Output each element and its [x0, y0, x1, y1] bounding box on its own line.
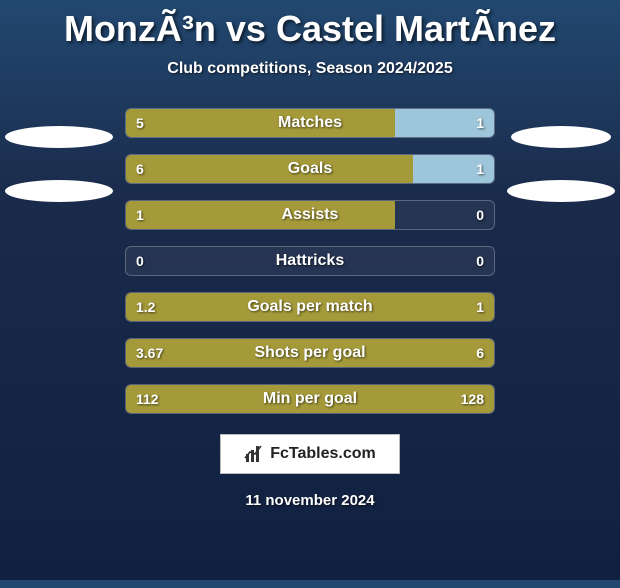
stat-bar-left	[126, 293, 494, 321]
stat-label: Hattricks	[126, 247, 494, 275]
brand-label: FcTables.com	[270, 445, 376, 463]
stat-value-left: 0	[136, 247, 144, 275]
ellipse-decoration	[5, 180, 113, 202]
stat-row: 1.21Goals per match	[125, 292, 495, 322]
footer-date: 11 november 2024	[0, 492, 620, 509]
comparison-bars: 51Matches61Goals10Assists00Hattricks1.21…	[125, 108, 495, 414]
team-left-badge-area	[4, 126, 114, 234]
ellipse-decoration	[511, 126, 611, 148]
stat-bar-right	[413, 155, 494, 183]
stat-value-right: 0	[476, 201, 484, 229]
stat-row: 10Assists	[125, 200, 495, 230]
page-subtitle: Club competitions, Season 2024/2025	[0, 60, 620, 78]
stat-bar-left	[126, 385, 494, 413]
ellipse-decoration	[5, 126, 113, 148]
page-title: MonzÃ³n vs Castel MartÃnez	[0, 8, 620, 50]
ellipse-decoration	[507, 180, 615, 202]
stat-row: 61Goals	[125, 154, 495, 184]
stat-row: 0 0Hattricks	[125, 246, 495, 276]
stat-value-right: 0	[476, 247, 484, 275]
brand-chart-icon	[244, 444, 264, 464]
stat-bar-left	[126, 109, 395, 137]
brand-box: FcTables.com	[220, 434, 400, 474]
stat-row: 51Matches	[125, 108, 495, 138]
stat-bar-left	[126, 339, 494, 367]
stat-bar-left	[126, 201, 395, 229]
stat-row: 3.676Shots per goal	[125, 338, 495, 368]
stat-bar-right	[395, 109, 494, 137]
stat-row: 112128Min per goal	[125, 384, 495, 414]
stat-bar-left	[126, 155, 413, 183]
team-right-badge-area	[506, 126, 616, 234]
